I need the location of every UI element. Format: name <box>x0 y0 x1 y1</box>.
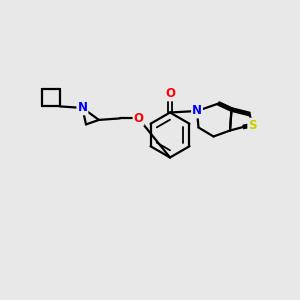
Text: S: S <box>248 118 257 132</box>
Text: O: O <box>165 87 175 101</box>
Text: N: N <box>77 101 87 114</box>
Text: N: N <box>192 104 202 118</box>
Text: O: O <box>134 112 143 125</box>
